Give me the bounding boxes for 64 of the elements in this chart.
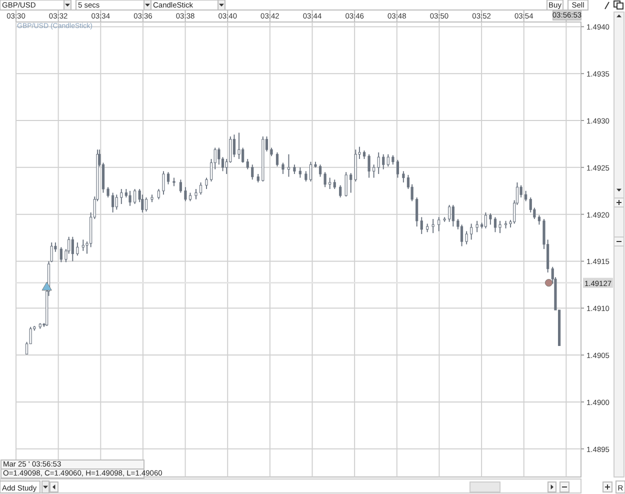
candlestick <box>179 179 182 194</box>
candlestick <box>470 223 473 240</box>
candlestick <box>324 172 326 188</box>
candlestick <box>328 177 332 190</box>
candlestick <box>344 172 348 197</box>
candlestick <box>416 196 418 228</box>
candlestick <box>494 216 497 233</box>
candlestick <box>350 172 352 194</box>
candlestick <box>60 246 62 263</box>
candlestick <box>420 216 423 235</box>
candlestick <box>82 239 84 252</box>
candlestick <box>432 218 434 234</box>
candlestick <box>396 159 400 178</box>
candlestick <box>71 236 74 262</box>
candlestick <box>386 154 390 167</box>
candlestick <box>402 170 405 183</box>
candlestick <box>115 194 118 210</box>
candlestick <box>242 147 244 164</box>
candlestick <box>298 166 302 178</box>
candlestick <box>538 214 541 226</box>
candlestick <box>452 204 454 228</box>
candlestick <box>251 164 254 180</box>
candlestick <box>304 170 308 182</box>
candlestick <box>524 190 528 202</box>
candlestick <box>484 212 487 229</box>
candlestick <box>128 190 132 206</box>
candlestick <box>184 186 187 202</box>
candlestick <box>282 162 284 174</box>
candlestick <box>372 164 376 178</box>
candlestick <box>229 136 232 164</box>
candlestick <box>134 188 136 204</box>
candlestick <box>293 164 296 174</box>
candlestick <box>309 161 312 182</box>
candlestick <box>287 154 290 178</box>
candlestick <box>392 154 394 166</box>
candlestick <box>339 184 342 198</box>
candlestick <box>276 152 279 167</box>
candlestick <box>120 188 123 204</box>
candlestick <box>112 192 114 213</box>
candlestick <box>246 158 249 170</box>
candlestick <box>76 242 79 256</box>
candlestick <box>368 154 370 178</box>
candlestick <box>194 188 198 200</box>
candlestick <box>438 216 440 232</box>
candlestick <box>238 132 240 160</box>
candlestick <box>166 172 170 185</box>
candlestick <box>162 170 165 196</box>
candlestick <box>382 154 385 170</box>
candlestick <box>199 182 202 196</box>
candlestick <box>106 186 110 198</box>
candlestick <box>476 220 478 233</box>
candlestick <box>144 196 148 212</box>
candlestick <box>205 177 208 190</box>
candlestick <box>333 179 336 190</box>
candlestick <box>498 220 502 234</box>
candlestick <box>318 164 322 178</box>
candlestick <box>460 224 464 247</box>
candlestick <box>232 134 236 158</box>
candlestick <box>377 152 380 174</box>
candlestick <box>448 204 451 222</box>
candlestick <box>465 230 468 245</box>
candlestick <box>157 188 160 200</box>
candlestick <box>489 212 492 226</box>
candlestick <box>218 147 220 166</box>
